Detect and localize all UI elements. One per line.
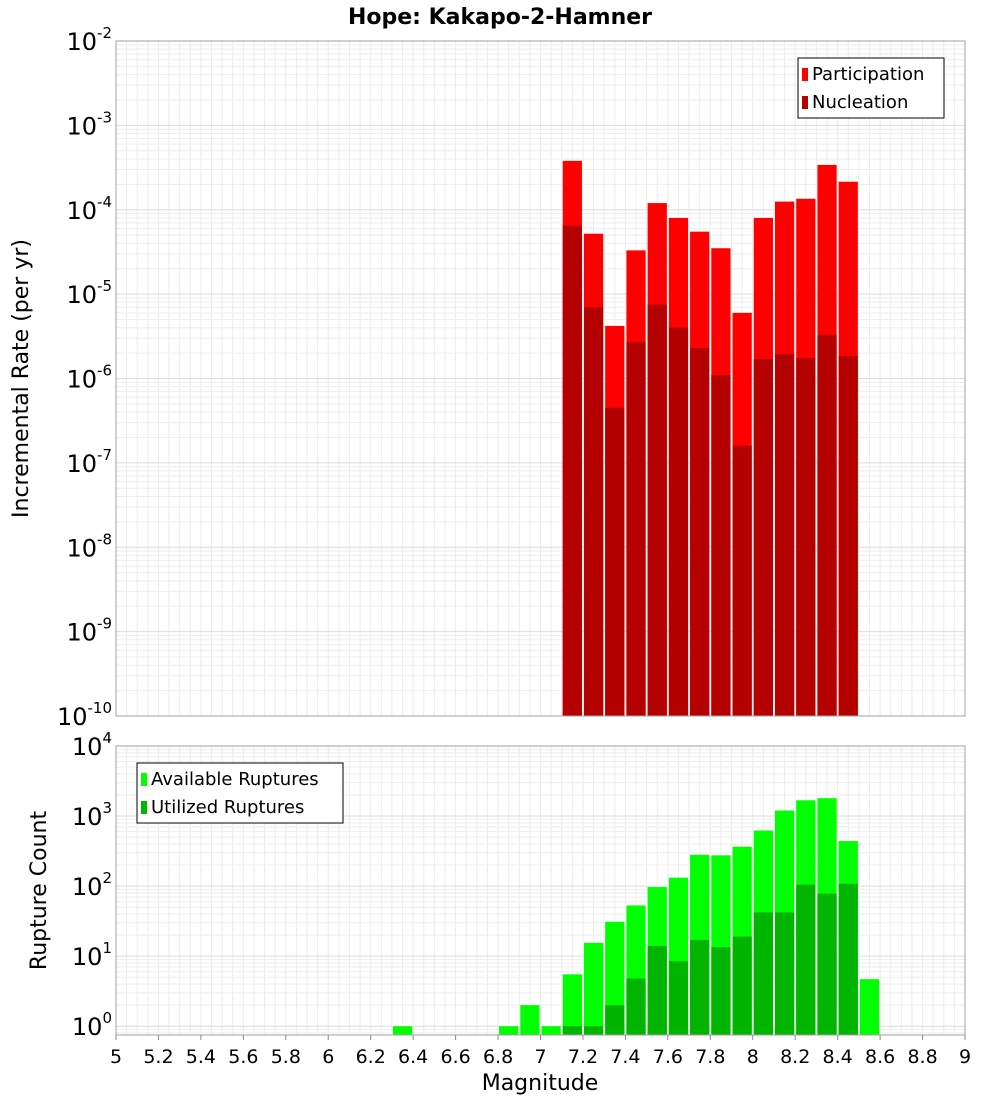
x-tick-label: 7 [534, 1046, 546, 1068]
bar-top-nucleation [838, 355, 858, 716]
x-tick-label: 5.4 [186, 1046, 216, 1068]
bar-bottom-utilized-ruptures [753, 912, 773, 1035]
x-axis-label: Magnitude [482, 1071, 599, 1096]
bar-top-nucleation [796, 357, 816, 716]
bar-bottom-utilized-ruptures [647, 945, 667, 1035]
x-tick-label: 7.8 [695, 1046, 725, 1068]
bar-top-nucleation [605, 407, 625, 716]
y-tick-label: 10-4 [66, 193, 112, 225]
x-tick-label: 8.4 [823, 1046, 853, 1068]
bar-bottom-utilized-ruptures [605, 1005, 625, 1035]
bar-top-nucleation [562, 225, 582, 716]
bar-bottom-utilized-ruptures [711, 947, 731, 1035]
bar-top-nucleation [817, 334, 837, 716]
legend-label: Available Ruptures [151, 769, 319, 790]
y-tick-label: 102 [72, 869, 112, 901]
bar-bottom-utilized-ruptures [562, 1026, 582, 1035]
legend: Participation Nucleation [797, 57, 945, 119]
bar-bottom-available-ruptures [562, 974, 582, 1035]
bar-bottom-utilized-ruptures [838, 883, 858, 1035]
legend: Available Ruptures Utilized Ruptures [136, 762, 344, 824]
legend-label: Nucleation [812, 92, 908, 113]
bar-top-nucleation [647, 304, 667, 716]
x-tick-label: 5.8 [271, 1046, 301, 1068]
y-tick-label: 10-8 [66, 530, 112, 562]
bar-bottom-utilized-ruptures [626, 978, 646, 1035]
legend-swatch [141, 773, 147, 786]
bar-bottom-utilized-ruptures [774, 912, 795, 1035]
x-tick-label: 6.2 [356, 1046, 386, 1068]
y-tick-label: 101 [72, 939, 112, 971]
legend-swatch [141, 801, 147, 814]
bar-top-nucleation [732, 445, 752, 716]
bar-top-nucleation [690, 347, 710, 716]
bar-bottom-utilized-ruptures [583, 1026, 604, 1035]
x-tick-label: 8 [747, 1046, 759, 1068]
x-tick-label: 7.2 [568, 1046, 598, 1068]
bar-top-nucleation [668, 327, 689, 716]
bar-bottom-available-ruptures [541, 1026, 561, 1035]
x-tick-label: 5.2 [143, 1046, 173, 1068]
y-tick-label: 10-7 [66, 446, 112, 478]
x-tick-label: 9 [959, 1046, 971, 1068]
x-tick-label: 5.6 [228, 1046, 258, 1068]
x-tick-label: 6.4 [398, 1046, 428, 1068]
x-tick-label: 6 [322, 1046, 334, 1068]
bar-bottom-available-ruptures [520, 1005, 540, 1035]
legend-label: Participation [812, 64, 924, 85]
legend-box [136, 762, 344, 824]
x-tick-label: 8.2 [780, 1046, 810, 1068]
y-axis-label: Incremental Rate (per yr) [9, 239, 34, 518]
panel-bottom: 100 101 102 103 104 Rupture Count Available Ru… [27, 729, 966, 1041]
bar-bottom-available-ruptures [583, 942, 604, 1035]
y-tick-label: 10-5 [66, 277, 112, 309]
x-tick-label: 8.6 [865, 1046, 895, 1068]
x-tick-label: 8.8 [907, 1046, 937, 1068]
bar-bottom-utilized-ruptures [690, 940, 710, 1035]
legend-label: Utilized Ruptures [151, 797, 304, 818]
bar-bottom-utilized-ruptures [796, 884, 816, 1035]
x-tick-label: 5 [110, 1046, 122, 1068]
bar-bottom-utilized-ruptures [732, 936, 752, 1035]
bar-bottom-available-ruptures [499, 1026, 519, 1035]
y-tick-label: 10-9 [66, 615, 112, 647]
x-tick-label: 6.8 [483, 1046, 513, 1068]
legend-swatch [802, 96, 808, 109]
bar-bottom-utilized-ruptures [668, 961, 689, 1035]
bar-top-nucleation [626, 342, 646, 716]
panel-top: 10-10 10-9 10-8 10-7 10-6 10-5 10-4 10-3 10-2 Inc… [9, 24, 966, 731]
x-tick-label: 7.4 [610, 1046, 640, 1068]
legend-box [797, 57, 945, 119]
bar-bottom-available-ruptures [859, 979, 880, 1035]
bar-bottom-utilized-ruptures [817, 893, 837, 1035]
plot-frame [115, 40, 966, 717]
y-tick-label: 10-6 [66, 362, 112, 394]
bar-top-nucleation [711, 375, 731, 716]
bar-top-nucleation [753, 359, 773, 716]
legend-swatch [802, 68, 808, 81]
y-tick-label: 10-10 [57, 699, 112, 731]
y-tick-label: 104 [72, 729, 112, 761]
y-tick-label: 10-2 [66, 24, 112, 56]
bar-top-nucleation [583, 307, 604, 716]
x-tick-label: 7.6 [653, 1046, 683, 1068]
y-tick-label: 10-3 [66, 108, 112, 140]
x-tick-label: 6.6 [440, 1046, 470, 1068]
chart-title: Hope: Kakapo-2-Hamner [348, 5, 652, 30]
bar-bottom-available-ruptures [392, 1026, 413, 1035]
y-tick-label: 100 [72, 1009, 112, 1041]
bar-top-nucleation [774, 354, 795, 716]
y-tick-label: 103 [72, 799, 112, 831]
y-axis-label: Rupture Count [27, 811, 52, 971]
